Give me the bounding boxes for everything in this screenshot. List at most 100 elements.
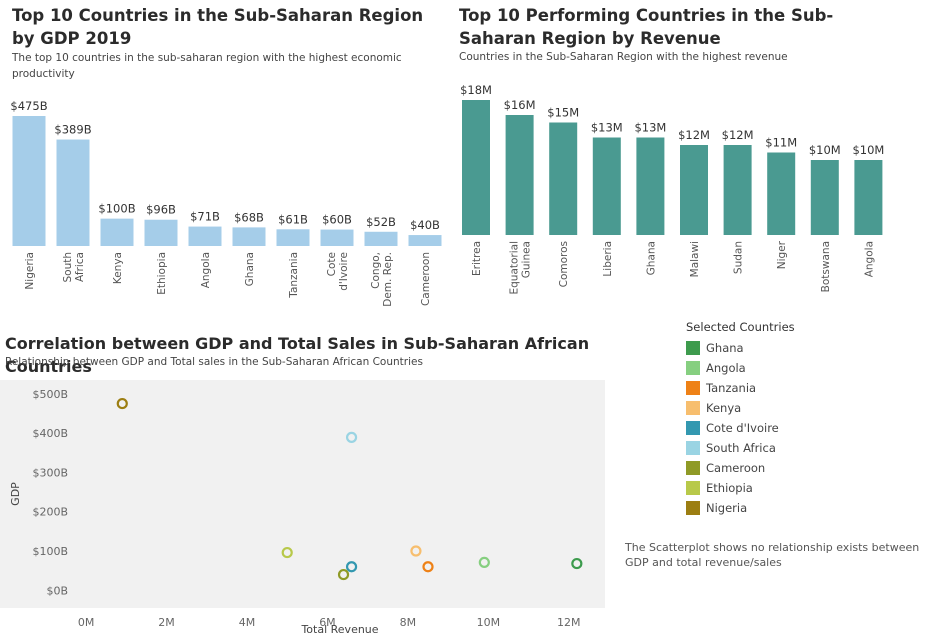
bar-value-label: $10M bbox=[809, 143, 841, 157]
legend-label: South Africa bbox=[706, 441, 776, 455]
category-label-line: Sudan bbox=[733, 241, 745, 274]
legend-swatch bbox=[686, 401, 700, 415]
legend-label: Ethiopia bbox=[706, 481, 753, 495]
category-label-line: Niger bbox=[776, 240, 788, 269]
category-label-line: d'Ivoire bbox=[338, 252, 350, 291]
category-label: Comoros bbox=[558, 241, 570, 287]
bar bbox=[320, 229, 354, 246]
bar bbox=[636, 137, 665, 235]
bar-value-label: $475B bbox=[10, 99, 47, 113]
category-label-line: Africa bbox=[74, 252, 86, 282]
category-label: Coted'Ivoire bbox=[326, 252, 350, 291]
legend-item[interactable]: Kenya bbox=[686, 398, 886, 418]
scatter-point bbox=[281, 546, 293, 559]
scatter-point bbox=[410, 545, 422, 557]
legend-item[interactable]: Cote d'Ivoire bbox=[686, 418, 886, 438]
bar bbox=[592, 137, 621, 235]
category-label: Ghana bbox=[244, 252, 256, 286]
legend-item[interactable]: Nigeria bbox=[686, 498, 886, 518]
bar-value-label: $11M bbox=[765, 136, 797, 150]
legend: Selected Countries Ghana Angola Tanzania Ke… bbox=[686, 318, 886, 518]
legend-item[interactable]: Ghana bbox=[686, 338, 886, 358]
bar-value-label: $68B bbox=[234, 210, 264, 224]
category-label-line: Malawi bbox=[689, 241, 701, 277]
scatter-point bbox=[571, 557, 583, 570]
y-tick-label: $100B bbox=[32, 545, 68, 558]
category-label: Liberia bbox=[602, 241, 614, 277]
category-label-line: South bbox=[62, 252, 74, 283]
y-tick-label: $200B bbox=[32, 506, 68, 519]
plot-area bbox=[0, 380, 605, 608]
legend-title: Selected Countries bbox=[686, 320, 795, 334]
legend-label: Cote d'Ivoire bbox=[706, 421, 779, 435]
bar-value-label: $40B bbox=[410, 218, 440, 232]
bar bbox=[810, 160, 839, 235]
category-label-line: Equatorial bbox=[509, 241, 521, 295]
bar-value-label: $10M bbox=[852, 143, 884, 157]
category-label: Eritrea bbox=[471, 241, 483, 276]
category-label-line: Congo, bbox=[370, 252, 382, 289]
bar bbox=[144, 219, 178, 246]
revenue-bar-chart: $18M Eritrea $16M EquatorialGuinea $15M Comor… bbox=[460, 83, 884, 295]
bar-value-label: $52B bbox=[366, 215, 396, 229]
legend-label: Ghana bbox=[706, 341, 744, 355]
y-tick-label: $300B bbox=[32, 466, 68, 479]
legend-item[interactable]: Tanzania bbox=[686, 378, 886, 398]
category-label: Tanzania bbox=[288, 252, 300, 299]
category-label: Nigeria bbox=[24, 252, 36, 290]
category-label-line: Cote bbox=[326, 252, 338, 276]
bar-value-label: $71B bbox=[190, 210, 220, 224]
scatter-point bbox=[345, 561, 358, 573]
category-label-line: Guinea bbox=[521, 241, 533, 278]
bar-value-label: $12M bbox=[678, 128, 710, 142]
legend-items: Ghana Angola Tanzania Kenya Cote d'Ivoire Sou… bbox=[686, 338, 886, 518]
y-tick-label: $0B bbox=[46, 584, 68, 597]
category-label-line: Ghana bbox=[244, 252, 256, 286]
bar bbox=[854, 160, 883, 235]
bar bbox=[505, 115, 534, 235]
category-label: Malawi bbox=[689, 241, 701, 277]
category-label: EquatorialGuinea bbox=[509, 241, 533, 295]
legend-label: Cameroon bbox=[706, 461, 766, 475]
legend-item[interactable]: Angola bbox=[686, 358, 886, 378]
category-label-line: Eritrea bbox=[471, 241, 483, 276]
bar bbox=[767, 152, 796, 235]
bar-value-label: $16M bbox=[504, 98, 536, 112]
bar-value-label: $13M bbox=[591, 121, 623, 135]
scatter-chart-title: Correlation between GDP and Total Sales … bbox=[5, 334, 590, 376]
category-label-line: Liberia bbox=[602, 241, 614, 277]
category-label-line: Angola bbox=[200, 252, 212, 288]
x-tick-label: 8M bbox=[400, 616, 417, 629]
category-label: Congo,Dem. Rep. bbox=[370, 252, 394, 307]
bar-value-label: $12M bbox=[722, 128, 754, 142]
scatter-point bbox=[345, 431, 358, 443]
legend-swatch bbox=[686, 421, 700, 435]
category-label: Angola bbox=[863, 241, 875, 277]
legend-item[interactable]: Ethiopia bbox=[686, 478, 886, 498]
legend-item[interactable]: South Africa bbox=[686, 438, 886, 458]
x-axis-label: Total Revenue bbox=[300, 623, 378, 636]
bar bbox=[188, 226, 222, 246]
bar bbox=[100, 218, 134, 246]
scatter-note: The Scatterplot shows no relationship ex… bbox=[625, 541, 920, 569]
category-label-line: Cameroon bbox=[420, 252, 432, 306]
legend-swatch bbox=[686, 481, 700, 495]
category-label-line: Dem. Rep. bbox=[382, 252, 394, 307]
legend-swatch bbox=[686, 341, 700, 355]
scatter-point bbox=[337, 568, 350, 581]
legend-item[interactable]: Cameroon bbox=[686, 458, 886, 478]
bar bbox=[364, 231, 398, 246]
bar-value-label: $389B bbox=[54, 123, 91, 137]
bar-value-label: $100B bbox=[98, 202, 135, 216]
x-tick-label: 2M bbox=[158, 616, 175, 629]
category-label: Angola bbox=[200, 252, 212, 288]
scatter-point bbox=[116, 397, 128, 410]
legend-label: Angola bbox=[706, 361, 746, 375]
revenue-chart-subtitle: Countries in the Sub-Saharan Region with… bbox=[459, 51, 788, 63]
bar bbox=[549, 122, 578, 235]
bar-value-label: $15M bbox=[547, 106, 579, 120]
legend-swatch bbox=[686, 361, 700, 375]
x-tick-label: 10M bbox=[477, 616, 501, 629]
category-label-line: Ethiopia bbox=[156, 252, 168, 295]
y-axis-label: GDP bbox=[9, 482, 22, 506]
